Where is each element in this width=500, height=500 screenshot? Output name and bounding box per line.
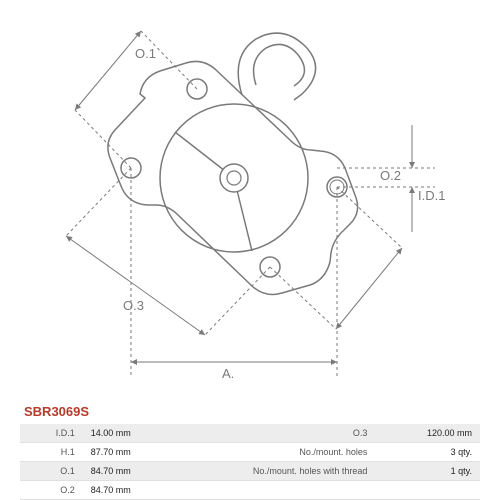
spec-label: I.D.1 xyxy=(20,424,83,443)
svg-text:O.2: O.2 xyxy=(380,168,401,183)
spec-label xyxy=(208,481,375,500)
spec-label: O.1 xyxy=(20,462,83,481)
svg-text:O.1: O.1 xyxy=(135,46,156,61)
spec-table: I.D.114.00 mmO.3120.00 mmH.187.70 mmNo./… xyxy=(20,424,480,500)
spec-row: I.D.114.00 mmO.3120.00 mm xyxy=(20,424,480,443)
spec-label: No./mount. holes with thread xyxy=(208,462,375,481)
spec-value: 84.70 mm xyxy=(83,462,208,481)
spec-value: 3 qty. xyxy=(375,443,480,462)
svg-text:A.: A. xyxy=(222,366,234,381)
spec-value: 14.00 mm xyxy=(83,424,208,443)
spec-row: H.187.70 mmNo./mount. holes3 qty. xyxy=(20,443,480,462)
spec-value: 120.00 mm xyxy=(375,424,480,443)
technical-drawing: O.1 O.2 I.D.1 O.3 A. xyxy=(0,0,500,398)
part-number: SBR3069S xyxy=(24,404,89,419)
spec-label: No./mount. holes xyxy=(208,443,375,462)
spec-row: O.184.70 mmNo./mount. holes with thread1… xyxy=(20,462,480,481)
spec-value xyxy=(375,481,480,500)
spec-label: O.2 xyxy=(20,481,83,500)
spec-label: O.3 xyxy=(208,424,375,443)
spec-value: 1 qty. xyxy=(375,462,480,481)
spec-value: 87.70 mm xyxy=(83,443,208,462)
spec-value: 84.70 mm xyxy=(83,481,208,500)
spec-label: H.1 xyxy=(20,443,83,462)
svg-text:O.3: O.3 xyxy=(123,298,144,313)
spec-row: O.284.70 mm xyxy=(20,481,480,500)
drawing-svg: O.1 O.2 I.D.1 O.3 A. xyxy=(0,0,500,398)
svg-text:I.D.1: I.D.1 xyxy=(418,188,445,203)
